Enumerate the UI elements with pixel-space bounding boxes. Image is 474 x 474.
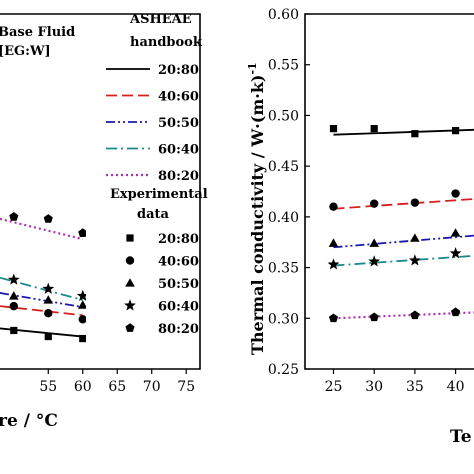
legend-line-label-0: 20:80 <box>158 63 199 78</box>
right-plot-area <box>327 125 474 323</box>
right-point-2-1 <box>369 238 379 247</box>
left-handbook-line-3 <box>0 276 83 301</box>
legend-marker-entries: 20:80 40:60 50:50 60:40 80:20 <box>124 232 199 337</box>
left-point-3-0 <box>7 273 20 285</box>
left-legend: Base Fluid [EG:W] ASHEAE handbook Experi… <box>0 12 208 337</box>
right-point-0-1 <box>370 125 378 133</box>
left-handbook-line-1 <box>0 305 83 317</box>
legend-line-label-2: 50:50 <box>158 116 199 131</box>
right-y-tick-label-4: 0.45 <box>268 159 299 175</box>
legend-marker-label-2: 50:50 <box>158 277 199 292</box>
left-x-ticks: 55 60 65 70 75 <box>39 369 195 395</box>
right-point-1-2 <box>410 198 420 207</box>
left-point-1-1 <box>44 309 53 318</box>
left-x-tick-label-2: 65 <box>108 379 126 395</box>
left-x-axis-label: re / °C <box>0 411 58 431</box>
legend-line-label-4: 80:20 <box>158 169 199 184</box>
right-x-tick-label-3: 40 <box>447 379 465 395</box>
left-point-4-0 <box>9 212 19 221</box>
right-y-tick-label-7: 0.60 <box>268 7 299 23</box>
legend-line-entries: 20:80 40:60 50:50 60:40 80:20 <box>106 63 199 184</box>
right-point-2-0 <box>328 238 339 247</box>
legend-marker-4 <box>125 323 135 332</box>
left-point-4-1 <box>43 214 53 223</box>
left-point-3-1 <box>42 282 55 294</box>
right-axis-frame <box>304 13 474 370</box>
legend-marker-2 <box>125 278 135 287</box>
right-handbook-line-2 <box>333 234 474 249</box>
legend-marker-label-1: 40:60 <box>158 255 199 270</box>
legend-line-label-3: 60:40 <box>158 143 199 158</box>
left-point-3-2 <box>76 289 86 301</box>
right-point-2-2 <box>410 233 420 242</box>
right-y-tick-label-3: 0.40 <box>268 210 299 226</box>
right-y-axis-label-text: Thermal conductivity / W·(m·k) <box>248 75 267 355</box>
right-point-1-1 <box>369 199 379 208</box>
left-point-2-1 <box>43 295 54 304</box>
right-y-tick-label-6: 0.55 <box>268 58 299 74</box>
right-y-tick-label-5: 0.50 <box>268 108 299 124</box>
right-y-axis-label: Thermal conductivity / W·(m·k)-1 <box>246 62 267 355</box>
left-axis-frame <box>0 13 201 370</box>
left-handbook-line-4 <box>0 217 84 241</box>
left-plot-area <box>0 212 86 343</box>
right-point-2-3 <box>450 228 461 237</box>
right-y-tick-label-1: 0.30 <box>268 311 299 327</box>
right-point-1-3 <box>451 189 460 198</box>
right-point-4-1 <box>369 312 379 322</box>
right-y-axis-label-exponent: -1 <box>246 62 259 74</box>
left-point-0-0 <box>10 326 18 335</box>
right-point-3-0 <box>327 258 340 270</box>
legend-line-label-1: 40:60 <box>158 90 199 105</box>
left-x-tick-label-1: 60 <box>74 379 92 395</box>
right-x-tick-label-1: 30 <box>365 379 383 395</box>
left-point-2-2 <box>77 300 86 309</box>
left-point-1-0 <box>9 301 18 311</box>
right-x-tick-label-2: 35 <box>406 379 424 395</box>
legend-experimental-title-1: Experimental <box>110 187 208 202</box>
left-point-4-2 <box>78 228 86 237</box>
left-point-0-1 <box>44 332 52 341</box>
left-x-tick-label-3: 70 <box>143 379 161 395</box>
right-chart: 25 30 35 40 0.25 0.30 0.35 0.40 0.45 0.50 0.55 0.60… <box>246 7 474 447</box>
legend-marker-1 <box>125 256 135 265</box>
left-x-tick-label-4: 75 <box>177 379 195 395</box>
right-x-axis-label: Te <box>450 427 472 447</box>
right-point-3-1 <box>368 255 381 267</box>
right-handbook-line-3 <box>333 254 474 267</box>
left-x-tick-label-0: 55 <box>39 379 57 395</box>
right-y-tick-label-0: 0.25 <box>268 362 299 378</box>
legend-ratio-title: [EG:W] <box>0 44 51 59</box>
right-point-0-2 <box>411 130 419 138</box>
right-point-4-3 <box>451 307 461 317</box>
legend-handbook-title-2: handbook <box>130 35 203 50</box>
right-handbook-line-1 <box>333 198 474 210</box>
right-y-tick-label-2: 0.35 <box>268 261 299 277</box>
legend-marker-label-3: 60:40 <box>158 300 199 315</box>
left-point-1-2 <box>78 315 86 324</box>
legend-marker-0 <box>126 234 134 242</box>
legend-marker-label-0: 20:80 <box>158 232 199 247</box>
legend-marker-label-4: 80:20 <box>158 322 199 337</box>
left-point-0-2 <box>79 334 86 343</box>
legend-base-fluid-title: Base Fluid <box>0 25 75 40</box>
right-point-3-2 <box>408 254 421 266</box>
legend-marker-3 <box>124 299 136 311</box>
right-point-1-0 <box>329 202 338 211</box>
right-point-0-3 <box>451 127 460 135</box>
right-point-3-3 <box>449 247 462 259</box>
right-point-4-2 <box>410 310 420 320</box>
left-chart: 55 60 65 70 75 Base Fluid [EG:W] ASHEAE hand… <box>0 12 208 431</box>
legend-experimental-title-2: data <box>137 207 170 222</box>
right-x-tick-label-0: 25 <box>325 379 343 395</box>
legend-handbook-title-1: ASHEAE <box>129 12 192 27</box>
right-axis-ticks: 25 30 35 40 0.25 0.30 0.35 0.40 0.45 0.50 0.55 0.60 <box>268 7 465 395</box>
right-point-4-0 <box>328 313 339 323</box>
left-point-2-0 <box>8 291 19 300</box>
right-point-0-0 <box>329 125 338 133</box>
